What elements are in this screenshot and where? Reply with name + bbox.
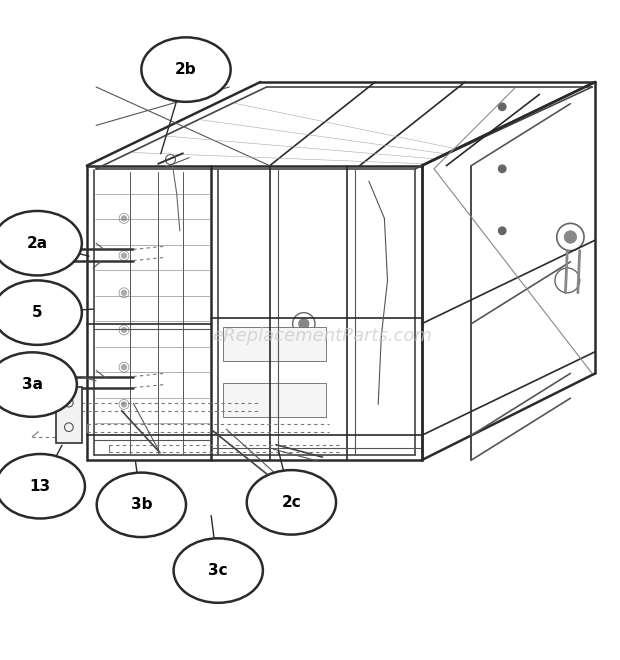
Ellipse shape — [247, 470, 336, 535]
FancyBboxPatch shape — [56, 387, 82, 443]
Circle shape — [122, 327, 126, 333]
Circle shape — [498, 227, 506, 234]
Circle shape — [299, 319, 309, 329]
Ellipse shape — [0, 211, 82, 275]
Text: 13: 13 — [30, 478, 51, 494]
Circle shape — [564, 231, 577, 243]
Ellipse shape — [141, 38, 231, 102]
Text: eReplacementParts.com: eReplacementParts.com — [213, 327, 432, 345]
Ellipse shape — [97, 473, 186, 537]
Ellipse shape — [0, 454, 85, 519]
Text: 3c: 3c — [208, 563, 228, 578]
FancyBboxPatch shape — [223, 383, 326, 417]
Circle shape — [122, 402, 126, 407]
Text: 3b: 3b — [131, 498, 152, 512]
Ellipse shape — [174, 539, 263, 603]
Text: 2a: 2a — [27, 236, 48, 251]
Circle shape — [498, 165, 506, 172]
Circle shape — [122, 216, 126, 221]
Circle shape — [122, 253, 126, 258]
Text: 2c: 2c — [281, 495, 301, 510]
Text: 2b: 2b — [175, 62, 197, 77]
Circle shape — [122, 290, 126, 295]
Text: 3a: 3a — [22, 377, 43, 392]
Ellipse shape — [0, 280, 82, 345]
Circle shape — [122, 365, 126, 370]
FancyBboxPatch shape — [223, 327, 326, 361]
Ellipse shape — [0, 352, 77, 417]
Text: 5: 5 — [32, 305, 43, 320]
Circle shape — [498, 103, 506, 110]
